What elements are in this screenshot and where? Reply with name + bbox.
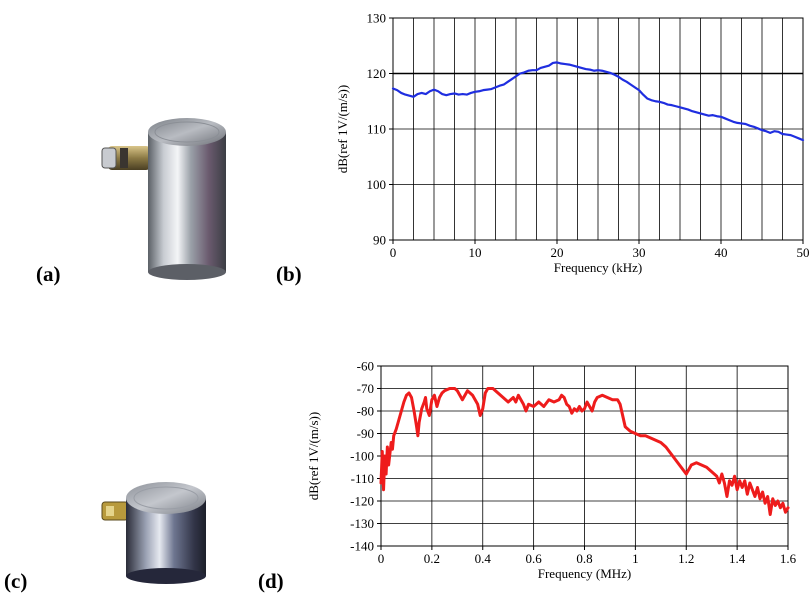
x-axis-title: Frequency (kHz) (554, 260, 642, 275)
y-tick-label: 120 (367, 66, 387, 81)
y-tick-label: -70 (357, 381, 374, 396)
series-line (391, 61, 805, 142)
bnc-connector (101, 146, 150, 170)
ae-sensor-photo (101, 482, 206, 584)
y-tick-label: 100 (367, 177, 387, 192)
accelerometer-photo (101, 118, 226, 280)
frequency-response-chart-b: 0 10 20 30 40 50 90 100 110 120 130 Frequency (kHz)… (335, 11, 810, 276)
y-tick-label: -100 (350, 449, 374, 464)
x-tick-label: 1.6 (780, 551, 797, 566)
y-tick-label: 110 (367, 122, 386, 137)
x-tick-label: 20 (551, 245, 564, 260)
x-tick-label: 0.4 (475, 551, 492, 566)
x-tick-label: 0 (378, 551, 385, 566)
x-tick-label: 50 (797, 245, 810, 260)
y-tick-label: 130 (367, 11, 387, 26)
x-tick-label: 10 (469, 245, 482, 260)
y-tick-label: -140 (350, 539, 374, 554)
panel-label-b: (b) (276, 262, 302, 286)
x-tick-label: 40 (715, 245, 728, 260)
panel-label-c: (c) (4, 569, 28, 593)
x-axis-title: Frequency (MHz) (538, 566, 632, 581)
y-axis-title: dB(ref 1V/(m/s)) (306, 412, 321, 500)
y-tick-label: -110 (351, 471, 374, 486)
panel-label-d: (d) (258, 569, 284, 593)
x-tick-label: 1.2 (678, 551, 694, 566)
x-tick-label: 0.6 (526, 551, 543, 566)
panel-label-a: (a) (36, 262, 61, 286)
y-tick-label: -80 (357, 404, 374, 419)
y-tick-label: -120 (350, 494, 374, 509)
x-tick-label: 1 (632, 551, 639, 566)
y-axis-title: dB(ref 1V/(m/s)) (335, 85, 350, 173)
y-tick-label: 90 (373, 233, 386, 248)
series-line (379, 387, 790, 516)
x-tick-label: 30 (633, 245, 646, 260)
x-tick-label: 0.8 (576, 551, 592, 566)
y-tick-label: -90 (357, 426, 374, 441)
x-tick-label: 0 (390, 245, 397, 260)
y-tick-label: -130 (350, 516, 374, 531)
y-tick-label: -60 (357, 359, 374, 374)
x-tick-label: 1.4 (729, 551, 746, 566)
x-tick-label: 0.2 (424, 551, 440, 566)
